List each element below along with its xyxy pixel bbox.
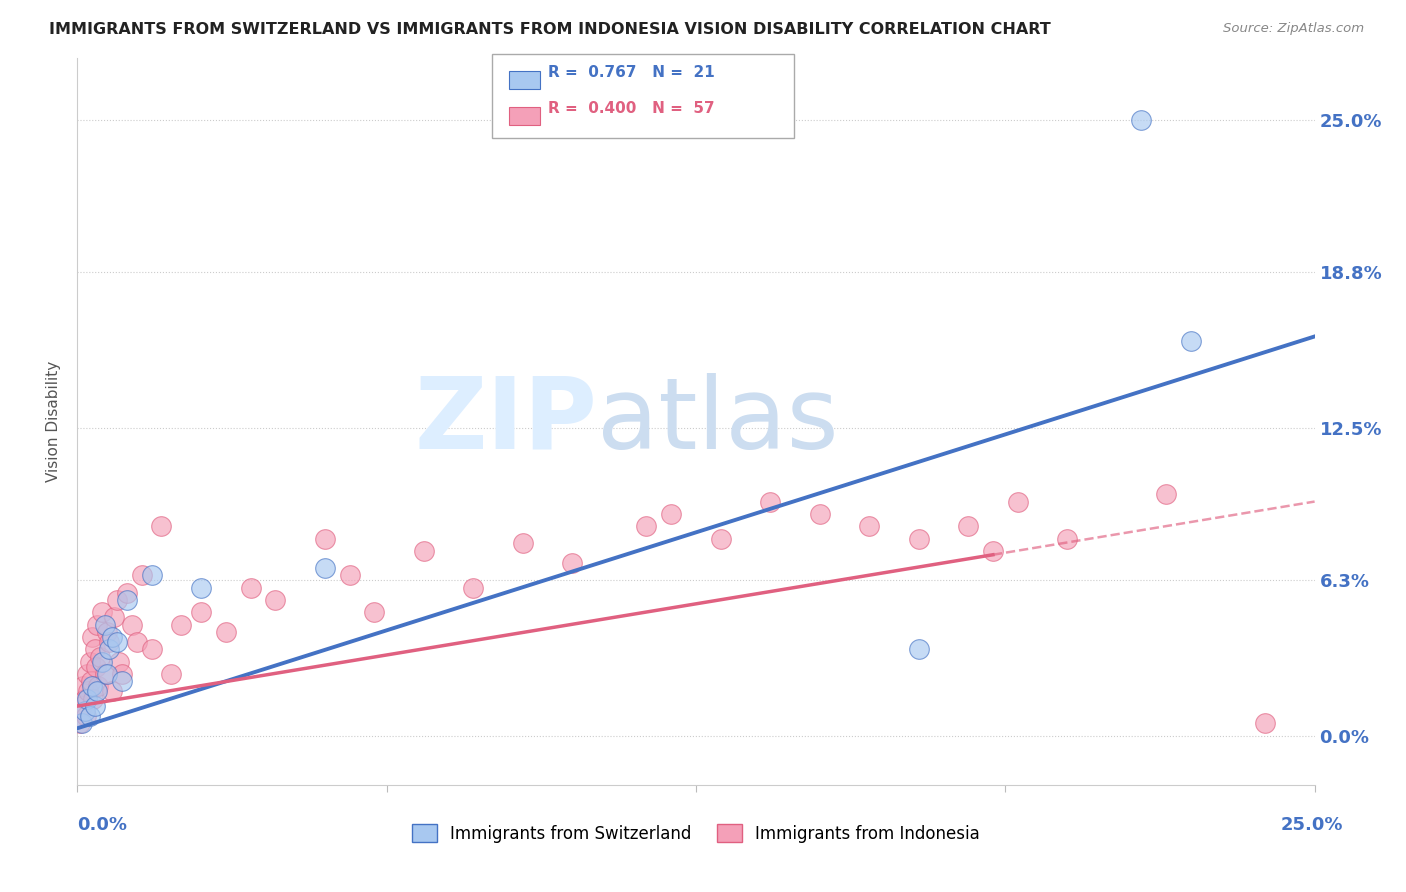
Point (141, 568, 163, 582)
Point (1007, 494, 1029, 508)
Point (103, 610, 125, 624)
Legend: Immigrants from Switzerland, Immigrants from Indonesia: Immigrants from Switzerland, Immigrants … (405, 818, 987, 849)
Point (190, 606, 212, 620)
Point (73, 691, 96, 706)
Point (759, 494, 782, 508)
Point (264, 593, 287, 607)
Point (101, 630, 124, 644)
Point (93, 617, 115, 632)
Point (1254, 716, 1277, 731)
Point (339, 568, 361, 582)
Point (98, 635, 121, 649)
Point (512, 536, 534, 550)
Point (111, 667, 134, 681)
Point (84, 659, 107, 673)
Point (115, 593, 138, 607)
Point (79, 709, 101, 723)
Point (73, 704, 96, 718)
Point (76, 691, 98, 706)
Text: R =  0.400   N =  57: R = 0.400 N = 57 (548, 101, 716, 116)
Point (561, 556, 583, 570)
Text: 25.0%: 25.0% (1281, 816, 1343, 834)
Point (314, 561, 336, 575)
Point (80, 674, 103, 689)
Point (412, 544, 434, 558)
Point (1154, 487, 1177, 501)
Point (858, 519, 880, 533)
Point (981, 544, 1004, 558)
Point (72, 699, 94, 714)
Text: R =  0.767   N =  21: R = 0.767 N = 21 (548, 65, 716, 80)
Point (314, 532, 336, 546)
Point (98, 642, 121, 657)
Point (86, 684, 108, 698)
Point (131, 568, 153, 582)
Point (72, 716, 94, 731)
Point (1130, 112, 1153, 127)
Point (76, 667, 98, 681)
Point (72, 679, 94, 693)
Point (190, 581, 212, 595)
Text: ZIP: ZIP (415, 373, 598, 470)
Point (121, 617, 143, 632)
Point (808, 507, 831, 521)
Point (108, 655, 131, 669)
Point (87, 679, 110, 693)
Point (105, 635, 128, 649)
Point (89, 649, 111, 664)
Point (79, 655, 101, 669)
Point (1056, 532, 1078, 546)
Text: atlas: atlas (598, 373, 838, 470)
Point (86, 617, 108, 632)
Point (96, 625, 118, 640)
Point (82, 630, 104, 644)
Point (907, 532, 929, 546)
Point (96, 667, 118, 681)
Point (141, 642, 163, 657)
Point (91, 606, 114, 620)
Point (111, 674, 134, 689)
Point (710, 532, 733, 546)
Text: 0.0%: 0.0% (77, 816, 128, 834)
Point (91, 655, 114, 669)
Point (82, 691, 104, 706)
Point (115, 586, 138, 600)
Point (160, 667, 183, 681)
Y-axis label: Vision Disability: Vision Disability (46, 361, 62, 482)
Point (463, 581, 485, 595)
Point (125, 635, 148, 649)
Text: Source: ZipAtlas.com: Source: ZipAtlas.com (1223, 22, 1364, 36)
Point (101, 684, 124, 698)
Point (1180, 334, 1202, 349)
Point (93, 667, 115, 681)
Point (82, 679, 104, 693)
Point (170, 617, 193, 632)
Point (150, 519, 173, 533)
Point (907, 642, 929, 657)
Point (215, 625, 238, 640)
Text: IMMIGRANTS FROM SWITZERLAND VS IMMIGRANTS FROM INDONESIA VISION DISABILITY CORRE: IMMIGRANTS FROM SWITZERLAND VS IMMIGRANT… (49, 22, 1050, 37)
Point (105, 593, 128, 607)
Point (77, 684, 100, 698)
Point (636, 519, 658, 533)
Point (659, 507, 682, 521)
Point (83, 699, 105, 714)
Point (83, 642, 105, 657)
Point (69, 716, 91, 731)
Point (239, 581, 262, 595)
Point (957, 519, 980, 533)
Point (363, 606, 385, 620)
Point (75, 709, 97, 723)
